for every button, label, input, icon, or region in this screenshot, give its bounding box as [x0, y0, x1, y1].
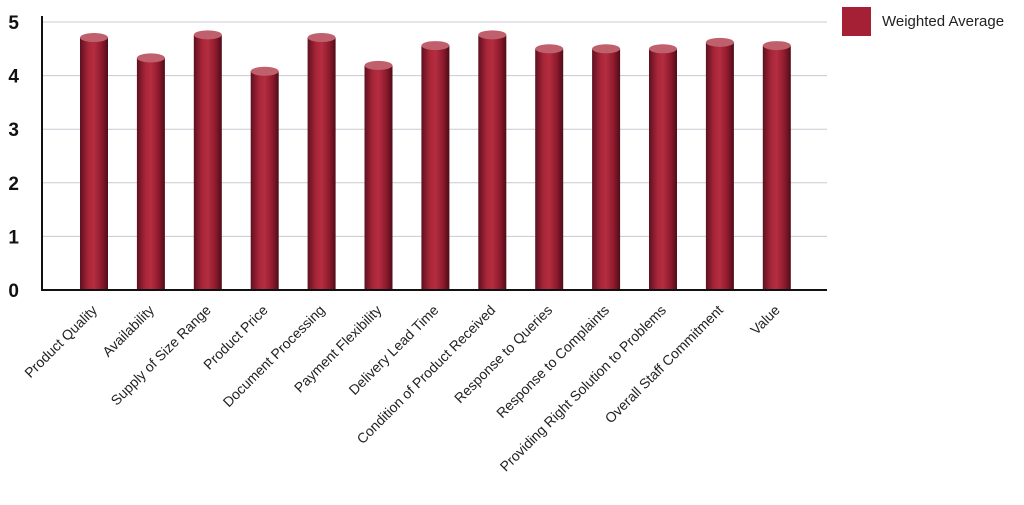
x-tick-label: Overall Staff Commitment [602, 302, 727, 427]
bar [762, 41, 791, 290]
bar [592, 44, 621, 290]
bar-body [80, 37, 108, 290]
bar-cap [421, 41, 450, 51]
bar [193, 30, 222, 290]
y-tick-label: 1 [8, 227, 19, 248]
x-tick-label: Availability [99, 302, 157, 360]
y-tick-label: 3 [8, 120, 19, 141]
bar [250, 66, 279, 290]
bar [136, 53, 165, 290]
legend-swatch [842, 7, 871, 36]
bar-body [705, 42, 734, 291]
bar [478, 30, 507, 290]
bar-cap [364, 60, 393, 70]
bars [80, 30, 791, 291]
bar-body [649, 48, 677, 290]
y-tick-label: 0 [8, 281, 19, 302]
y-tick-label: 2 [8, 174, 19, 195]
bar [364, 60, 393, 290]
legend: Weighted Average [842, 7, 1004, 36]
bar-body [250, 71, 279, 290]
x-tick-label: Response to Queries [451, 302, 555, 406]
bar [649, 44, 677, 290]
bar [80, 33, 108, 290]
bar-body [535, 48, 564, 290]
bar-body [478, 34, 507, 290]
bar-cap [762, 41, 791, 51]
x-tick-label: Document Processing [220, 302, 328, 410]
bar-body [421, 45, 450, 290]
x-tick-label: Supply of Size Range [107, 302, 214, 409]
x-tick-label: Product Quality [21, 302, 100, 381]
bar-cap [535, 44, 564, 54]
y-tick-labels: 0 1 2 3 4 5 [8, 13, 19, 302]
bar [307, 33, 336, 290]
bar-body [136, 57, 165, 290]
bar [535, 44, 564, 290]
bar-cap [592, 44, 621, 54]
bar-body [307, 37, 336, 290]
bar-cap [80, 33, 108, 43]
y-tick-label: 5 [8, 13, 19, 34]
bar-cap [193, 30, 222, 40]
x-tick-label: Response to Complaints [493, 302, 612, 421]
bar-body [364, 65, 393, 290]
bar-cap [705, 37, 734, 47]
bar-cap [478, 30, 507, 40]
bar [705, 37, 734, 291]
bar-body [762, 45, 791, 290]
bar-cap [307, 33, 336, 43]
bar [421, 41, 450, 290]
y-tick-label: 4 [8, 67, 19, 88]
bar-body [592, 48, 621, 290]
x-tick-label: Value [747, 302, 783, 338]
bar-cap [136, 53, 165, 63]
bar-cap [250, 66, 279, 76]
legend-label: Weighted Average [882, 13, 1005, 30]
bar-cap [649, 44, 677, 54]
bar-body [193, 34, 222, 290]
